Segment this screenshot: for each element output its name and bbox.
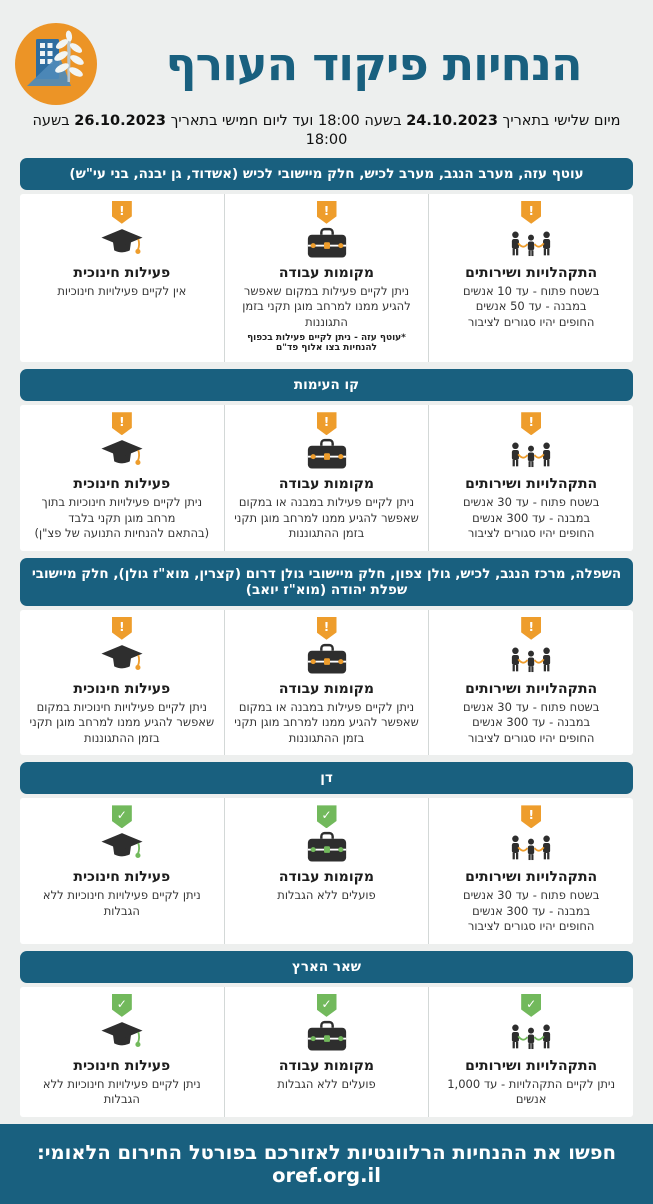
- card-heading: פעילות חינוכית: [73, 264, 171, 281]
- card-body: ניתן לקיים פעילות במקום שאפשר להגיע ממנו…: [242, 283, 411, 329]
- graduation-cap-icon: [27, 830, 217, 866]
- card-heading: פעילות חינוכית: [73, 869, 171, 886]
- warning-badge-icon: !: [111, 200, 132, 224]
- end-date: 26.10.2023: [74, 113, 167, 129]
- page-header: הנחיות פיקוד העורף: [0, 0, 653, 150]
- card-heading: התקהלויות ושירותים: [465, 680, 598, 697]
- card-heading: מקומות עבודה: [278, 476, 375, 493]
- people-queue-icon: [436, 1019, 626, 1055]
- card-heading: מקומות עבודה: [278, 1057, 375, 1074]
- start-date: 24.10.2023: [406, 113, 498, 129]
- footer-banner: חפשו את ההנחיות הרלוונטיות לאזורכם בפורט…: [0, 1123, 653, 1204]
- check-badge-icon: ✓: [316, 993, 337, 1017]
- graduation-cap-icon: [27, 642, 217, 678]
- card-body: ניתן לקיים פעילויות חינוכיות ללא הגבלות: [42, 1076, 201, 1107]
- workplaces-card: ! מקומות עבודה ניתן לקיים פעילות במבנה או…: [223, 609, 429, 756]
- people-queue-icon: [436, 226, 626, 262]
- warning-badge-icon: !: [316, 412, 337, 436]
- cards-row: ! התקהלויות ושירותים בשטח פתוח - עד 30 אנ…: [20, 798, 633, 944]
- region-title: קו העימות: [20, 369, 633, 402]
- card-body: ניתן לקיים פעילויות חינוכיות ללא הגבלות: [42, 888, 201, 918]
- gatherings-card: ! התקהלויות ושירותים בשטח פתוח - עד 30 אנ…: [428, 609, 633, 756]
- home-front-command-logo-icon: [14, 22, 98, 106]
- workplaces-card: ! מקומות עבודה ניתן לקיים פעילות במבנה או…: [223, 405, 429, 551]
- card-heading: פעילות חינוכית: [73, 476, 171, 493]
- cards-row: ! התקהלויות ושירותים בשטח פתוח - עד 10 אנ…: [20, 193, 633, 363]
- region-section: שאר הארץ ✓ התקהלויות ושירותים ניתן לקיים ה…: [20, 950, 633, 1117]
- region-section: השפלה, מרכז הנגב, לכיש, גולן צפון, חלק מ…: [20, 557, 633, 756]
- education-card: ✓ פעילות חינוכית ניתן לקיים פעילויות חינו…: [20, 987, 224, 1117]
- card-body: אין לקיים פעילויות חינוכיות: [57, 283, 187, 298]
- card-heading: התקהלויות ושירותים: [465, 869, 598, 886]
- people-queue-icon: [436, 830, 626, 866]
- education-card: ! פעילות חינוכית אין לקיים פעילויות חינוכ…: [20, 194, 224, 363]
- warning-badge-icon: !: [521, 616, 542, 640]
- warning-badge-icon: !: [316, 616, 337, 640]
- education-card: ✓ פעילות חינוכית ניתן לקיים פעילויות חינו…: [20, 798, 224, 944]
- warning-badge-icon: !: [111, 412, 132, 436]
- card-heading: התקהלויות ושירותים: [465, 1057, 598, 1074]
- gatherings-card: ! התקהלויות ושירותים בשטח פתוח - עד 30 אנ…: [428, 405, 633, 551]
- card-footnote: *עוטף עזה - ניתן לקיים פעילות בכפוף להנח…: [247, 333, 406, 354]
- region-section: קו העימות! התקהלויות ושירותים בשטח פתוח -…: [20, 369, 633, 551]
- card-heading: מקומות עבודה: [278, 680, 375, 697]
- gatherings-card: ✓ התקהלויות ושירותים ניתן לקיים התקהלויות…: [428, 986, 633, 1117]
- region-title: עוטף עזה, מערב הנגב, מערב לכיש, חלק מייש…: [20, 157, 633, 190]
- check-badge-icon: ✓: [521, 993, 542, 1017]
- warning-badge-icon: !: [111, 616, 132, 640]
- card-body: בשטח פתוח - עד 10 אנשים במבנה - עד 50 אנ…: [462, 283, 600, 329]
- cards-row: ! התקהלויות ושירותים בשטח פתוח - עד 30 אנ…: [20, 609, 633, 756]
- people-queue-icon: [436, 437, 626, 473]
- card-heading: התקהלויות ושירותים: [465, 264, 598, 281]
- region-section: עוטף עזה, מערב הנגב, מערב לכיש, חלק מייש…: [20, 157, 633, 363]
- region-title: השפלה, מרכז הנגב, לכיש, גולן צפון, חלק מ…: [20, 557, 633, 606]
- briefcase-icon: [232, 226, 422, 262]
- card-body: ניתן לקיים התקהלויות - עד 1,000 אנשים: [447, 1076, 616, 1107]
- warning-badge-icon: !: [521, 200, 542, 224]
- workplaces-card: ✓ מקומות עבודה פועלים ללא הגבלות: [223, 798, 429, 944]
- education-card: ! פעילות חינוכית ניתן לקיים פעילויות חינו…: [20, 610, 224, 756]
- workplaces-card: ✓ מקומות עבודה פועלים ללא הגבלות: [223, 986, 429, 1117]
- card-body: פועלים ללא הגבלות: [277, 1076, 376, 1091]
- graduation-cap-icon: [27, 437, 217, 473]
- warning-badge-icon: !: [316, 200, 337, 224]
- warning-badge-icon: !: [521, 805, 542, 829]
- card-body: פועלים ללא הגבלות: [277, 888, 376, 903]
- check-badge-icon: ✓: [111, 805, 132, 829]
- workplaces-card: ! מקומות עבודה ניתן לקיים פעילות במקום שא…: [223, 193, 429, 363]
- card-body: בשטח פתוח - עד 30 אנשים במבנה - עד 300 א…: [462, 495, 600, 541]
- cards-row: ! התקהלויות ושירותים בשטח פתוח - עד 30 אנ…: [20, 405, 633, 551]
- people-queue-icon: [436, 642, 626, 678]
- warning-badge-icon: !: [521, 412, 542, 436]
- card-heading: פעילות חינוכית: [73, 680, 171, 697]
- date-range-subtitle: מיום שלישי בתאריך 24.10.2023 בשעה 18:00 …: [32, 113, 621, 148]
- graduation-cap-icon: [27, 1019, 217, 1055]
- check-badge-icon: ✓: [316, 805, 337, 829]
- briefcase-icon: [232, 830, 422, 866]
- briefcase-icon: [232, 437, 422, 473]
- card-heading: התקהלויות ושירותים: [465, 476, 598, 493]
- card-body: ניתן לקיים פעילות במבנה או במקום שאפשר ל…: [234, 699, 419, 745]
- briefcase-icon: [232, 1019, 422, 1055]
- gatherings-card: ! התקהלויות ושירותים בשטח פתוח - עד 10 אנ…: [428, 193, 633, 363]
- check-badge-icon: ✓: [111, 993, 132, 1017]
- page-title: הנחיות פיקוד העורף: [165, 36, 582, 91]
- card-body: בשטח פתוח - עד 30 אנשים במבנה - עד 300 א…: [462, 888, 600, 934]
- card-heading: פעילות חינוכית: [73, 1057, 171, 1074]
- card-body: ניתן לקיים פעילויות חינוכיות במקום שאפשר…: [29, 699, 215, 745]
- sections: עוטף עזה, מערב הנגב, מערב לכיש, חלק מייש…: [0, 150, 653, 1124]
- education-card: ! פעילות חינוכית ניתן לקיים פעילויות חינו…: [20, 405, 224, 551]
- card-body: בשטח פתוח - עד 30 אנשים במבנה - עד 300 א…: [462, 699, 600, 745]
- card-heading: מקומות עבודה: [278, 869, 375, 886]
- card-heading: מקומות עבודה: [278, 264, 375, 281]
- gatherings-card: ! התקהלויות ושירותים בשטח פתוח - עד 30 אנ…: [428, 798, 633, 944]
- graduation-cap-icon: [27, 226, 217, 262]
- region-title: שאר הארץ: [20, 950, 633, 983]
- region-title: דן: [20, 762, 633, 795]
- region-section: דן! התקהלויות ושירותים בשטח פתוח - עד 30 …: [20, 762, 633, 944]
- card-body: ניתן לקיים פעילויות חינוכיות בתוך מרחב מ…: [34, 495, 210, 541]
- cards-row: ✓ התקהלויות ושירותים ניתן לקיים התקהלויות…: [20, 986, 633, 1117]
- briefcase-icon: [232, 642, 422, 678]
- card-body: ניתן לקיים פעילות במבנה או במקום שאפשר ל…: [234, 495, 419, 541]
